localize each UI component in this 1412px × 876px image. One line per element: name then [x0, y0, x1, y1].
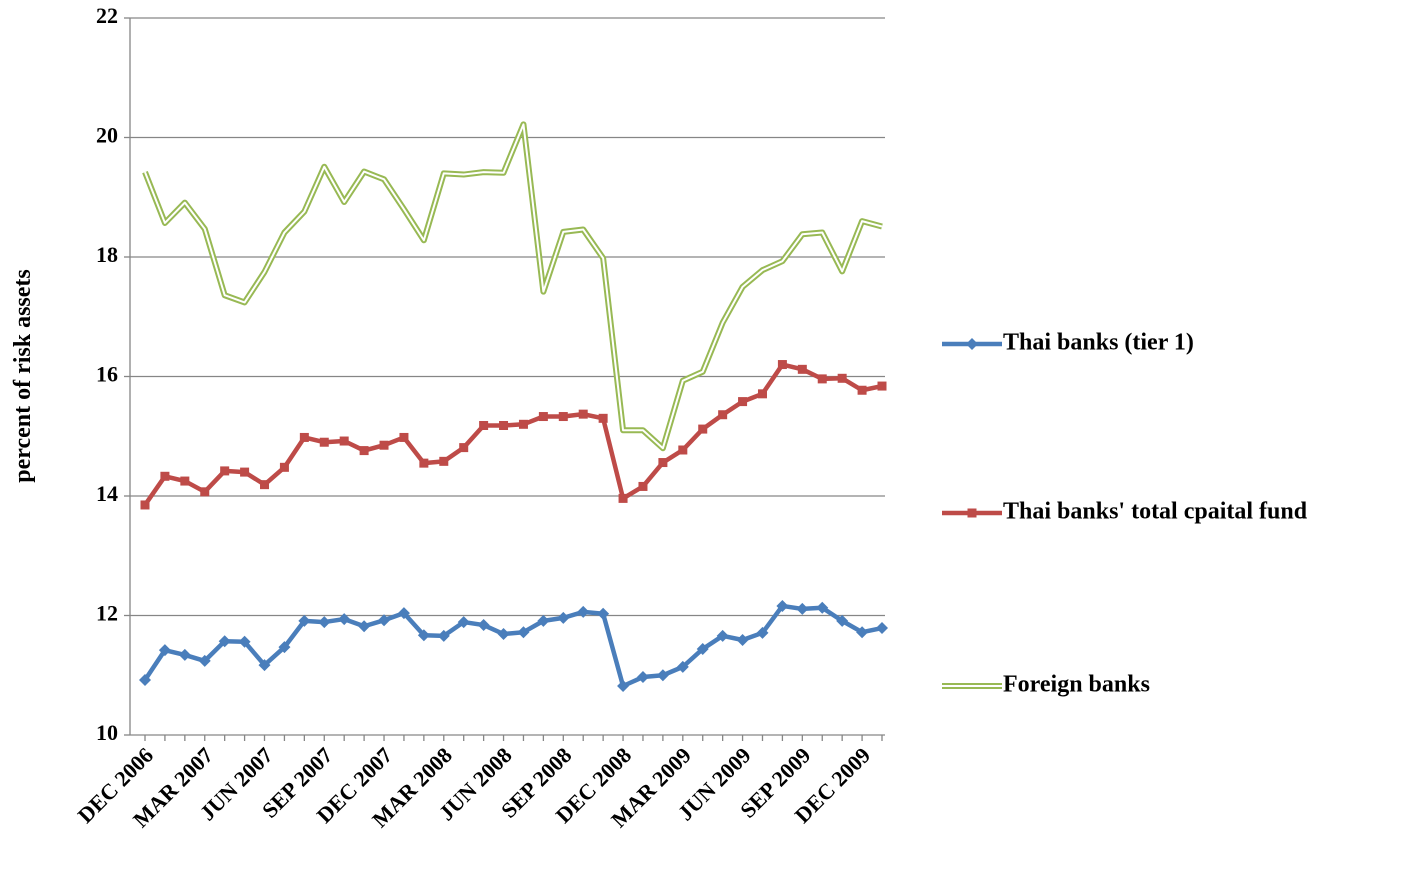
data-point	[696, 642, 709, 655]
data-point	[537, 614, 550, 627]
data-point	[140, 500, 150, 510]
data-point	[139, 674, 151, 687]
data-point	[258, 659, 271, 672]
data-point	[339, 436, 349, 446]
data-point	[757, 389, 767, 399]
data-point	[260, 480, 270, 490]
data-point	[178, 648, 191, 661]
y-tick-label: 20	[96, 123, 118, 148]
data-point	[857, 385, 867, 395]
data-point	[797, 364, 807, 374]
data-point	[238, 635, 251, 648]
data-point	[836, 614, 849, 627]
data-point	[817, 374, 827, 384]
legend-label: Thai banks' total cpaital fund	[1003, 499, 1308, 525]
data-point	[240, 467, 250, 477]
data-point	[678, 445, 688, 455]
data-point	[638, 481, 648, 491]
data-point	[457, 616, 470, 629]
data-point	[318, 616, 331, 629]
data-point	[776, 599, 789, 612]
data-point	[518, 419, 528, 429]
y-axis-label: percent of risk assets	[10, 269, 36, 483]
data-point	[497, 628, 510, 641]
data-point	[160, 471, 170, 481]
data-point	[437, 629, 450, 642]
data-point	[200, 487, 210, 497]
y-tick-label: 10	[96, 720, 118, 745]
legend-marker	[966, 338, 978, 350]
data-point	[597, 607, 610, 620]
data-point	[738, 397, 748, 407]
data-point	[856, 626, 869, 639]
legend-marker	[967, 508, 977, 518]
data-point	[558, 412, 568, 422]
legend-label: Thai banks (tier 1)	[1003, 330, 1194, 356]
data-point	[698, 424, 708, 434]
data-point	[358, 620, 371, 633]
data-point	[578, 409, 588, 419]
data-point	[477, 619, 490, 632]
data-point	[656, 669, 669, 682]
data-point	[279, 462, 289, 472]
data-point	[399, 432, 409, 442]
data-point	[180, 476, 190, 486]
data-point	[319, 437, 329, 447]
data-point	[278, 641, 291, 654]
data-point	[557, 611, 570, 624]
y-tick-label: 16	[96, 362, 118, 387]
data-point	[756, 626, 769, 639]
data-point	[577, 605, 590, 618]
data-point	[538, 412, 548, 422]
data-point	[359, 446, 369, 456]
data-point	[397, 607, 410, 620]
y-tick-label: 12	[96, 601, 118, 626]
data-point	[378, 614, 391, 627]
data-point	[777, 360, 787, 370]
data-point	[796, 602, 809, 615]
y-tick-label: 18	[96, 242, 118, 267]
data-point	[718, 410, 728, 420]
legend-label: Foreign banks	[1003, 672, 1150, 698]
y-tick-label: 14	[96, 481, 118, 506]
data-point	[658, 458, 668, 468]
data-point	[439, 456, 449, 466]
series-line	[143, 603, 883, 689]
data-point	[676, 660, 689, 673]
data-point	[876, 622, 888, 635]
data-point	[816, 601, 829, 614]
data-point	[877, 381, 887, 391]
data-point	[598, 413, 608, 423]
data-point	[618, 493, 628, 503]
data-point	[517, 626, 530, 639]
data-point	[218, 635, 231, 648]
data-point	[338, 613, 351, 626]
data-point	[499, 420, 509, 430]
data-point	[220, 466, 230, 476]
data-point	[158, 644, 171, 657]
data-point	[419, 458, 429, 468]
data-point	[479, 420, 489, 430]
y-tick-label: 22	[96, 3, 118, 28]
data-point	[617, 680, 630, 693]
series-line	[143, 362, 883, 507]
data-point	[299, 432, 309, 442]
data-point	[417, 629, 430, 642]
series-line-inner	[144, 123, 883, 450]
data-point	[837, 373, 847, 383]
data-point	[636, 671, 649, 684]
data-point	[298, 614, 311, 627]
data-point	[198, 654, 211, 667]
data-point	[459, 443, 469, 453]
data-point	[736, 633, 749, 646]
data-point	[379, 440, 389, 450]
data-point	[716, 629, 729, 642]
